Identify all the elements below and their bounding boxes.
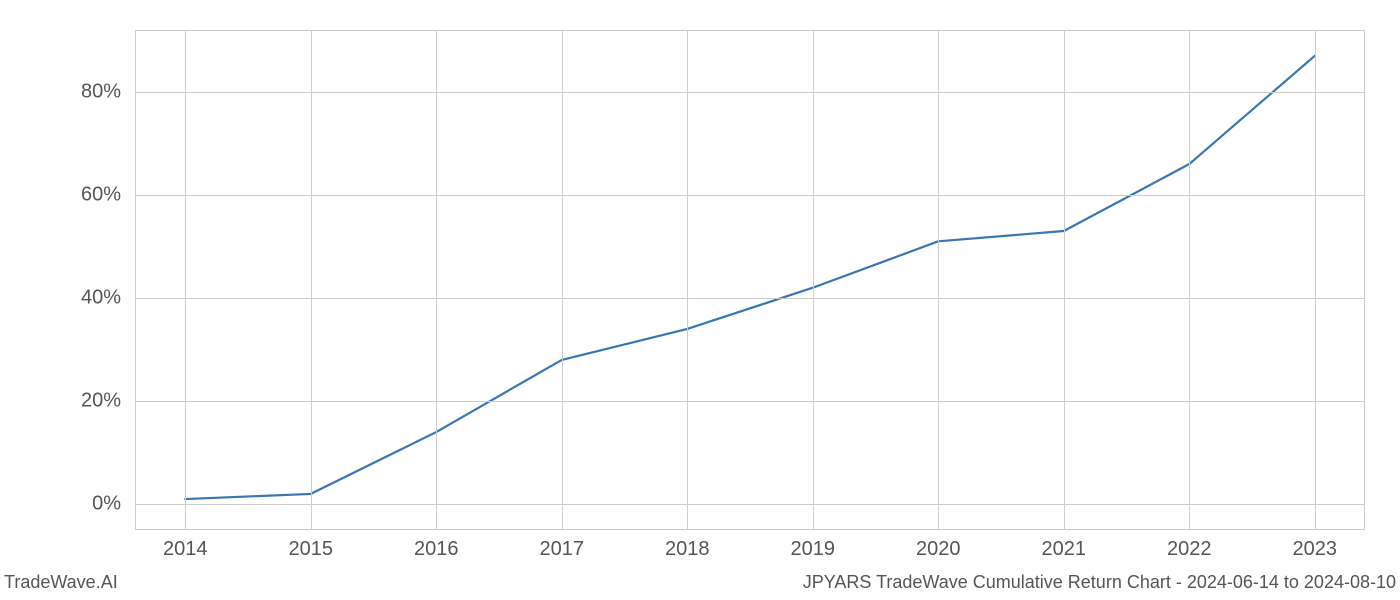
line-series (135, 30, 1365, 530)
x-tick-label: 2020 (916, 538, 961, 561)
grid-line-v (813, 30, 814, 530)
grid-line-v (185, 30, 186, 530)
grid-line-h (135, 195, 1365, 196)
x-tick-label: 2021 (1042, 538, 1087, 561)
grid-line-v (1189, 30, 1190, 530)
grid-line-h (135, 298, 1365, 299)
grid-line-h (135, 504, 1365, 505)
grid-line-v (1315, 30, 1316, 530)
footer-left-label: TradeWave.AI (4, 572, 118, 593)
x-tick-label: 2016 (414, 538, 459, 561)
grid-line-v (938, 30, 939, 530)
x-tick-label: 2022 (1167, 538, 1212, 561)
y-tick-label: 0% (92, 493, 121, 516)
y-tick-label: 60% (81, 183, 121, 206)
chart-container: 2014 2015 2016 2017 2018 2019 2020 2021 2022 2023… (0, 0, 1400, 600)
x-tick-label: 2017 (539, 538, 584, 561)
x-tick-label: 2018 (665, 538, 710, 561)
x-tick-label: 2023 (1293, 538, 1338, 561)
grid-line-h (135, 92, 1365, 93)
y-tick-label: 40% (81, 287, 121, 310)
x-tick-label: 2014 (163, 538, 208, 561)
grid-line-v (311, 30, 312, 530)
grid-line-v (436, 30, 437, 530)
grid-line-v (687, 30, 688, 530)
x-tick-label: 2015 (288, 538, 333, 561)
y-tick-label: 20% (81, 390, 121, 413)
footer-right-label: JPYARS TradeWave Cumulative Return Chart… (803, 572, 1396, 593)
grid-line-v (1064, 30, 1065, 530)
grid-line-h (135, 401, 1365, 402)
x-tick-label: 2019 (791, 538, 836, 561)
grid-line-v (562, 30, 563, 530)
y-tick-label: 80% (81, 80, 121, 103)
plot-area: 2014201520162017201820192020202120222023… (135, 30, 1365, 530)
